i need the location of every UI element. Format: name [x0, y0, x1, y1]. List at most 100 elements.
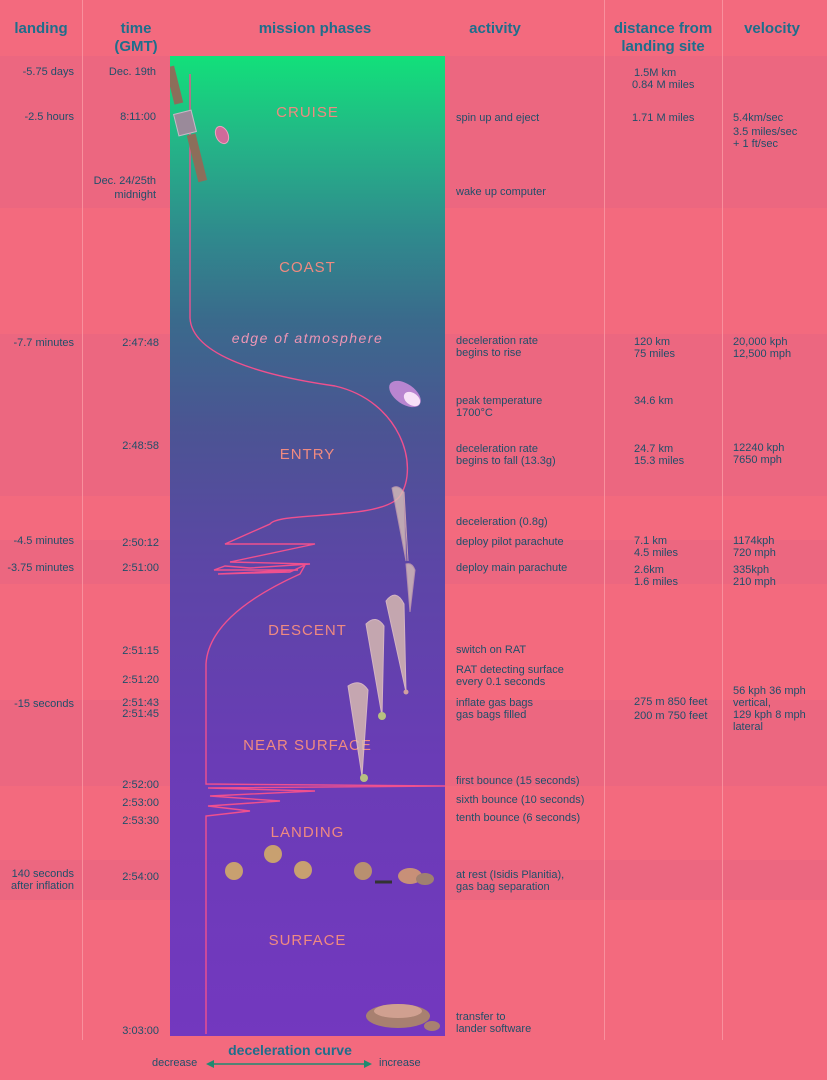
velocity-cell: 1174kph [733, 535, 775, 547]
velocity-cell: 7650 mph [733, 454, 782, 466]
phase-near-surface: NEAR SURFACE [243, 737, 372, 754]
column-divider [722, 0, 723, 1040]
activity-cell: lander software [456, 1023, 532, 1035]
time-cell: 2:50:12 [122, 537, 159, 549]
header-distance: distance from landing site [613, 20, 713, 55]
velocity-cell: 335kph [733, 564, 770, 576]
distance-cell: 7.1 km [634, 535, 668, 547]
activity-cell: tenth bounce (6 seconds) [456, 812, 581, 824]
landing-cell: 140 seconds [11, 868, 74, 880]
activity-cell: sixth bounce (10 seconds) [456, 794, 585, 806]
distance-cell: 1.71 M miles [632, 112, 695, 124]
gas-bag-ball-icon [360, 774, 368, 782]
activity-cell: deceleration rate [456, 335, 538, 347]
distance-cell: 1.5M km [634, 67, 677, 79]
activity-cell: RAT detecting surface [456, 664, 564, 676]
legend-decrease: decrease [152, 1057, 198, 1069]
distance-cell: 2.6km [634, 564, 664, 576]
time-cell: 2:52:00 [122, 779, 159, 791]
header-activity: activity [469, 20, 521, 37]
deceleration-curve-graphic [170, 65, 445, 1034]
activity-cell: inflate gas bags [456, 697, 534, 709]
time-cell: 2:51:43 [122, 697, 159, 709]
beagle-probe-icon [214, 125, 230, 145]
landing-cell: after inflation [11, 880, 74, 892]
activity-cell: first bounce (15 seconds) [456, 775, 580, 787]
landing-cell: -2.5 hours [24, 111, 74, 123]
velocity-cell: lateral [733, 721, 763, 733]
distance-cell: 200 m 750 feet [634, 710, 708, 722]
time-cell: 2:47:48 [122, 337, 159, 349]
pilot-parachute-icon [405, 563, 416, 613]
velocity-cell: 12,500 mph [733, 348, 792, 360]
distance-cell: 1.6 miles [634, 576, 679, 588]
phase-edge-of-atmosphere: edge of atmosphere [231, 330, 384, 346]
lander-icon [366, 1004, 440, 1031]
distance-cell: 34.6 km [634, 395, 674, 407]
activity-cell: begins to rise [456, 347, 522, 359]
deceleration-curve [189, 74, 445, 1034]
time-cell: Dec. 19th [108, 66, 156, 78]
phase-landing: LANDING [270, 824, 345, 841]
activity-cell: wake up computer [456, 186, 546, 198]
activity-cell: deceleration (0.8g) [456, 516, 548, 528]
velocity-cell: 3.5 miles/sec [733, 126, 798, 138]
velocity-cell: 12240 kph [733, 442, 785, 454]
velocity-cell: 129 kph 8 mph [733, 709, 806, 721]
lander-icon [375, 868, 434, 885]
activity-cell: begins to fall (13.3g) [456, 455, 556, 467]
velocity-cell: 210 mph [733, 576, 776, 588]
main-parachute-icon [347, 594, 407, 777]
landing-cell: -4.5 minutes [13, 535, 74, 547]
velocity-cell: 56 kph 36 mph [733, 685, 806, 697]
column-divider [604, 0, 605, 1040]
mission-phases-panel: CRUISE COAST edge of atmosphere ENTRY DE… [170, 56, 445, 1036]
gas-bag-ball-icon [225, 845, 372, 880]
velocity-cell: 20,000 kph [733, 336, 788, 348]
activity-cell: peak temperature [456, 395, 543, 407]
distance-cell: 75 miles [634, 348, 675, 360]
time-cell: 2:51:15 [122, 645, 159, 657]
activity-cell: at rest (Isidis Planitia), [456, 869, 565, 881]
velocity-cell: 5.4km/sec [733, 112, 784, 124]
phase-entry: ENTRY [279, 446, 336, 463]
column-divider [82, 0, 83, 1040]
header-time: time (GMT) [114, 20, 158, 55]
activity-cell: deploy pilot parachute [456, 536, 564, 548]
landing-cell: -15 seconds [14, 698, 74, 710]
activity-cell: gas bag separation [456, 881, 550, 893]
time-cell: 2:51:00 [122, 562, 159, 574]
time-cell: 2:51:45 [122, 708, 159, 720]
distance-cell: 4.5 miles [634, 547, 679, 559]
gas-bag-ball-icon [378, 712, 386, 720]
legend-title: deceleration curve [228, 1042, 352, 1058]
spacecraft-cruise-stage-icon [170, 65, 208, 183]
time-cell: 2:54:00 [122, 871, 159, 883]
time-cell: midnight [114, 189, 156, 201]
distance-cell: 120 km [634, 336, 671, 348]
distance-cell: 24.7 km [634, 443, 674, 455]
phase-surface: SURFACE [268, 932, 347, 949]
activity-cell: spin up and eject [456, 112, 540, 124]
time-cell: Dec. 24/25th [93, 175, 156, 187]
velocity-cell: vertical, [733, 697, 771, 709]
activity-cell: gas bags filled [456, 709, 527, 721]
activity-cell: deceleration rate [456, 443, 538, 455]
time-cell: 2:48:58 [122, 440, 159, 452]
header-mission-phases: mission phases [258, 20, 372, 37]
activity-cell: 1700°C [456, 407, 493, 419]
time-cell: 3:03:00 [122, 1025, 159, 1037]
heat-shield-entry-icon [389, 380, 421, 408]
time-cell: 2:53:00 [122, 797, 159, 809]
pilot-parachute-icon [391, 486, 409, 562]
velocity-cell: + 1 ft/sec [733, 138, 778, 150]
activity-cell: switch on RAT [456, 644, 527, 656]
distance-cell: 15.3 miles [634, 455, 685, 467]
time-cell: 2:53:30 [122, 815, 159, 827]
velocity-cell: 720 mph [733, 547, 776, 559]
activity-cell: every 0.1 seconds [456, 676, 546, 688]
header-landing: landing [14, 20, 68, 37]
landing-cell: -3.75 minutes [7, 562, 74, 574]
activity-cell: deploy main parachute [456, 562, 568, 574]
phase-descent: DESCENT [268, 622, 347, 639]
